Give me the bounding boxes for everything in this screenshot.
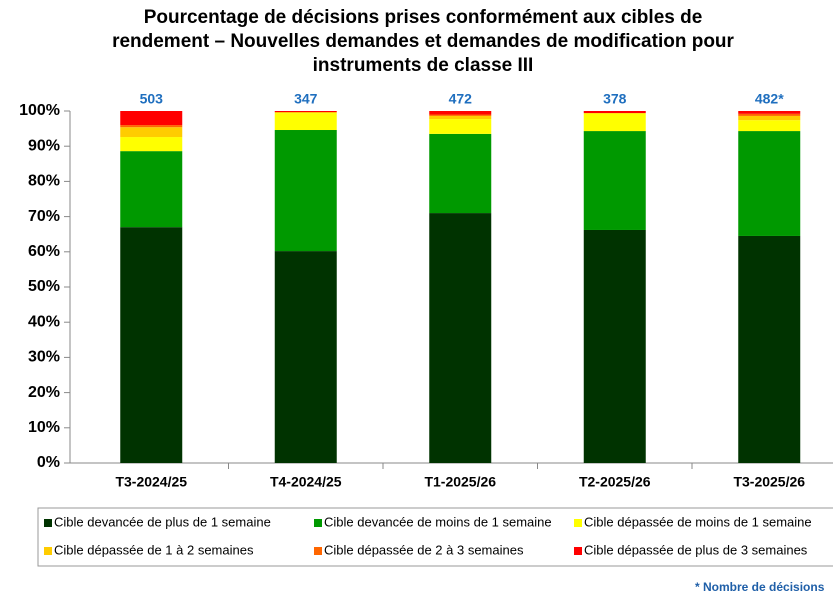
x-tick-label: T3-2025/26	[733, 474, 805, 490]
bar-label: 472	[449, 91, 473, 107]
bar-segment	[120, 111, 183, 126]
bar-segment	[429, 111, 492, 115]
y-tick-label: 30%	[28, 349, 60, 366]
bar-segment	[429, 114, 492, 116]
bar-segment	[738, 115, 801, 121]
legend-label: Cible dépassée de plus de 3 semaines	[584, 542, 808, 557]
y-tick-label: 90%	[28, 137, 60, 154]
bar-segment	[120, 227, 183, 463]
bar-segment	[120, 125, 183, 128]
bar-segment	[429, 119, 492, 134]
y-tick-label: 100%	[19, 102, 60, 119]
chart-title: Pourcentage de décisions prises conformé…	[144, 7, 703, 28]
bar-segment	[274, 113, 337, 131]
x-tick-label: T3-2024/25	[115, 474, 187, 490]
bar-segment	[583, 229, 646, 463]
bar-label: 347	[294, 91, 318, 107]
bar-segment	[738, 120, 801, 132]
x-tick-label: T4-2024/25	[270, 474, 342, 490]
legend-swatch	[314, 519, 322, 527]
y-tick-label: 0%	[37, 454, 60, 471]
footnote: * Nombre de décisions	[695, 580, 825, 594]
bar-segment	[120, 127, 183, 138]
bar-label: 482*	[755, 91, 784, 107]
legend-swatch	[314, 547, 322, 555]
bar-segment	[274, 130, 337, 252]
y-tick-label: 70%	[28, 208, 60, 225]
legend-label: Cible dépassée de 2 à 3 semaines	[324, 542, 524, 557]
legend-label: Cible devancée de plus de 1 semaine	[54, 514, 271, 529]
legend-swatch	[44, 519, 52, 527]
y-tick-label: 10%	[28, 419, 60, 436]
bar-segment	[738, 113, 801, 116]
chart-title: rendement – Nouvelles demandes et demand…	[112, 31, 734, 52]
bar-segment	[738, 131, 801, 236]
y-tick-label: 20%	[28, 384, 60, 401]
legend-swatch	[574, 519, 582, 527]
bar-segment	[583, 111, 646, 114]
legend-swatch	[44, 547, 52, 555]
bar-label: 503	[140, 91, 164, 107]
bar-segment	[274, 251, 337, 463]
legend-label: Cible dépassée de 1 à 2 semaines	[54, 542, 254, 557]
x-tick-label: T2-2025/26	[579, 474, 651, 490]
bar-segment	[429, 115, 492, 120]
bar-label: 378	[603, 91, 627, 107]
bar-segment	[738, 235, 801, 463]
legend-label: Cible dépassée de moins de 1 semaine	[584, 514, 812, 529]
bar-segment	[429, 213, 492, 463]
bar-segment	[120, 151, 183, 228]
bar-segment	[583, 113, 646, 132]
chart-title: instruments de classe III	[313, 55, 534, 76]
bar-segment	[120, 137, 183, 152]
bar-segment	[583, 131, 646, 230]
y-tick-label: 60%	[28, 243, 60, 260]
bar-segment	[274, 111, 337, 113]
y-tick-label: 50%	[28, 278, 60, 295]
y-tick-label: 40%	[28, 313, 60, 330]
bar-segment	[738, 111, 801, 114]
y-tick-label: 80%	[28, 173, 60, 190]
x-tick-label: T1-2025/26	[424, 474, 496, 490]
legend-swatch	[574, 547, 582, 555]
legend-box	[37, 507, 833, 567]
legend-label: Cible devancée de moins de 1 semaine	[324, 514, 552, 529]
bar-segment	[274, 112, 337, 114]
bar-segment	[429, 133, 492, 214]
